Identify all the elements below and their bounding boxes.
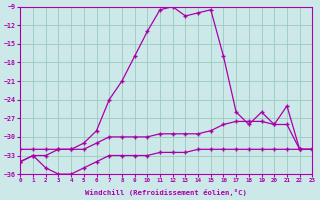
X-axis label: Windchill (Refroidissement éolien,°C): Windchill (Refroidissement éolien,°C) — [85, 189, 247, 196]
